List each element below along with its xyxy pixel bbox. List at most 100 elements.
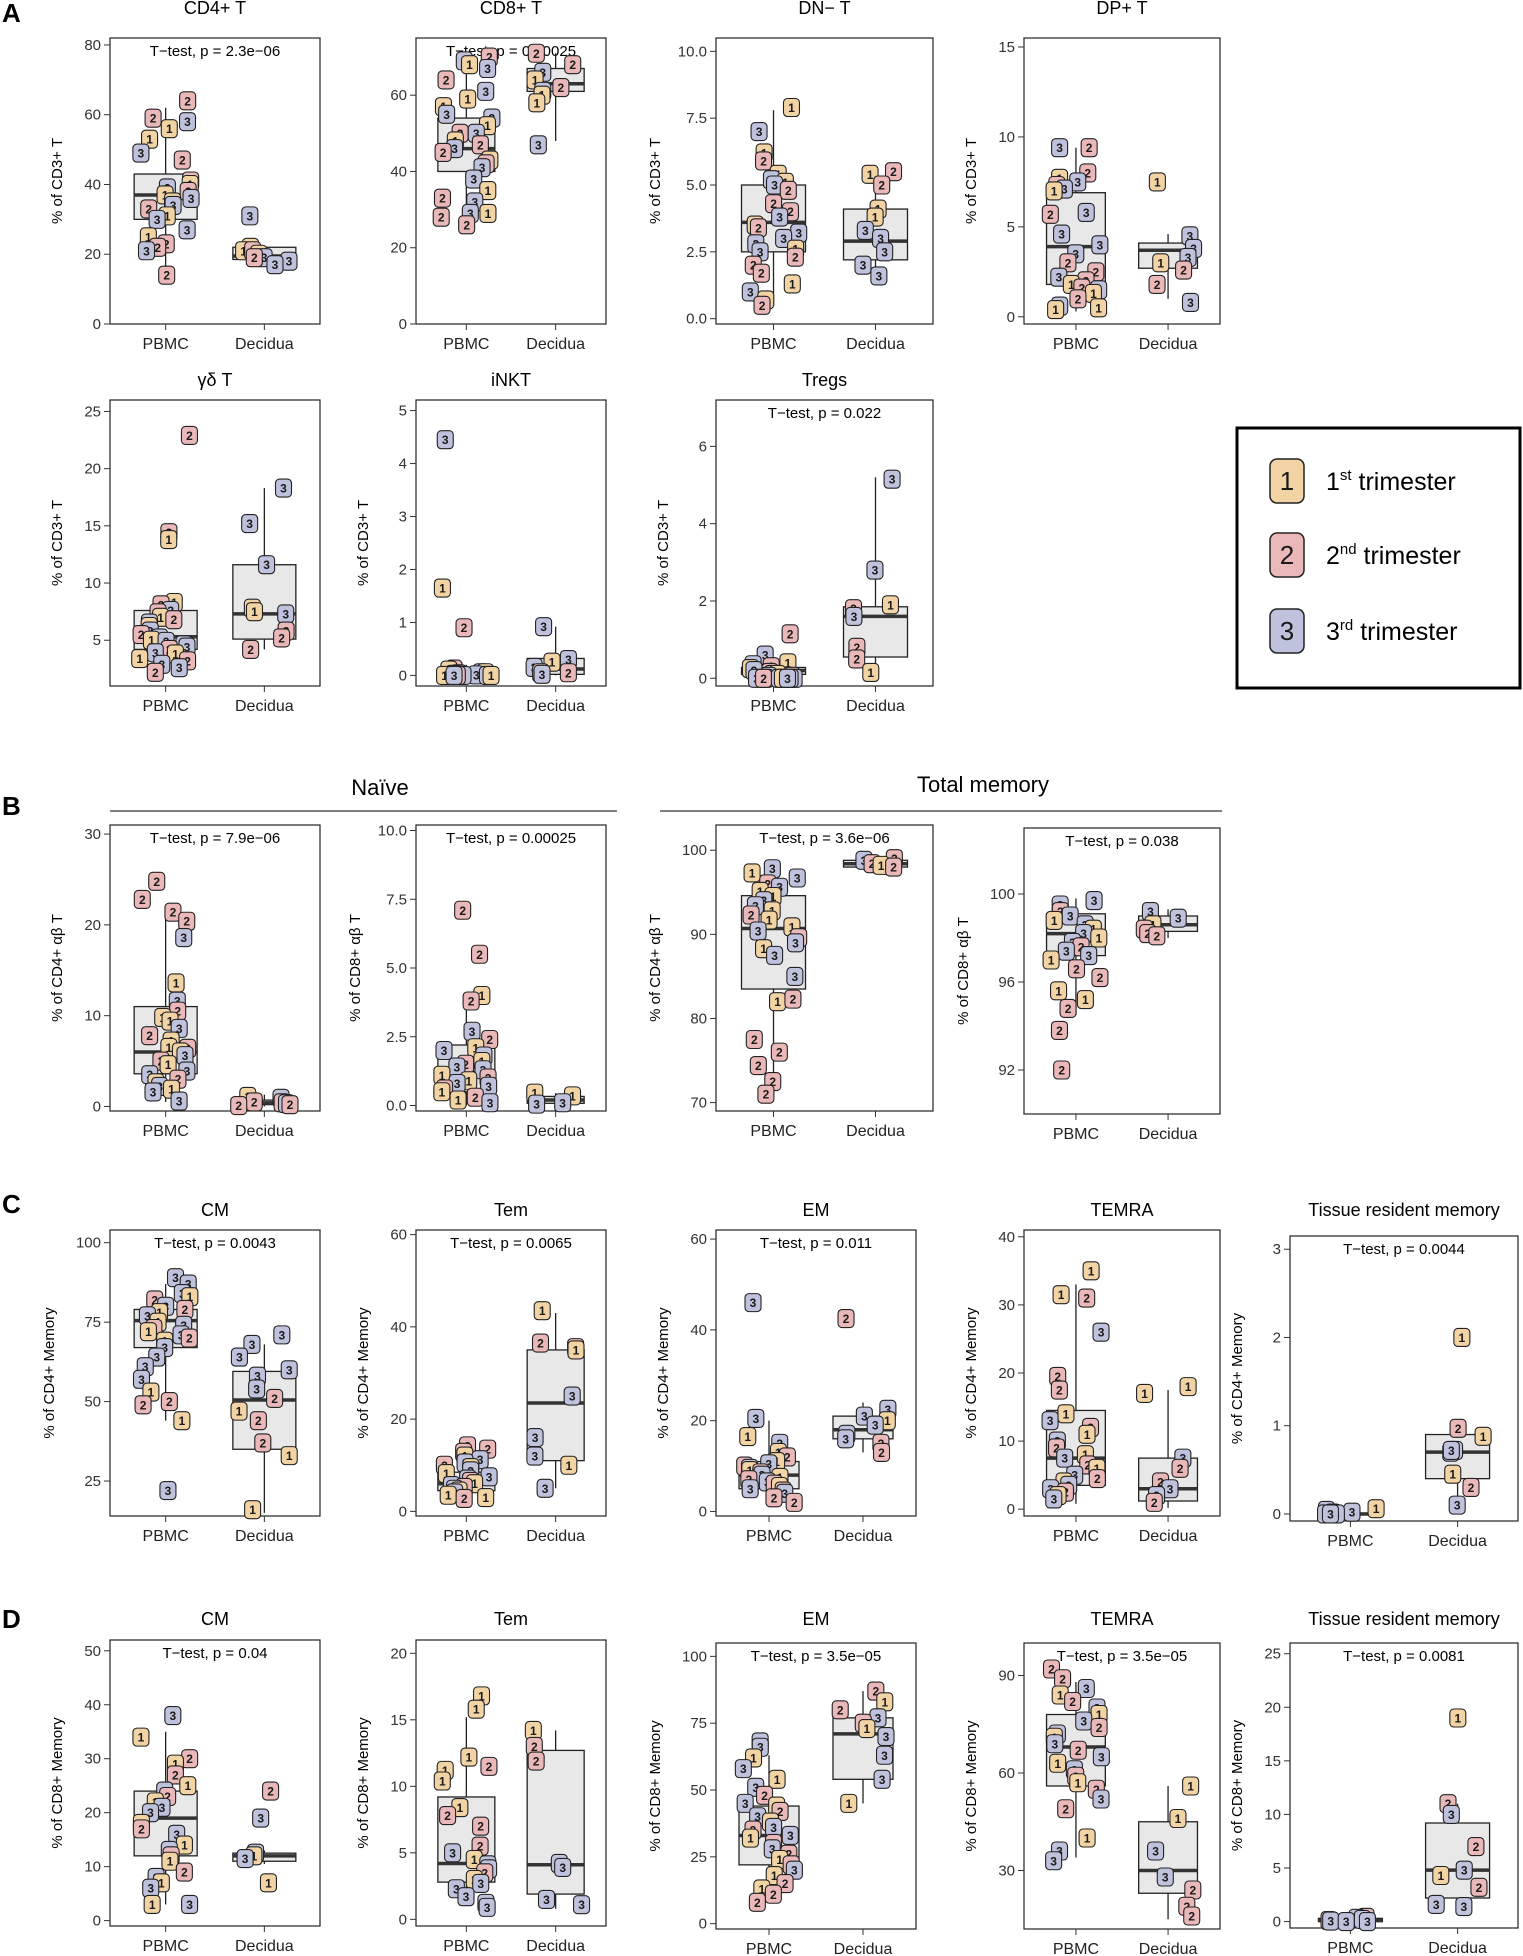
point-label: 3 bbox=[1080, 927, 1087, 941]
data-point: 1 bbox=[1152, 253, 1170, 273]
y-tick-label: 5.0 bbox=[386, 960, 407, 977]
point-label: 2 bbox=[186, 429, 193, 443]
point-label: 2 bbox=[1177, 1462, 1184, 1476]
point-label: 2 bbox=[477, 1820, 484, 1834]
y-axis-label: % of CD4+ Memory bbox=[355, 1307, 372, 1439]
y-tick-label: 90 bbox=[998, 1668, 1015, 1685]
memory-group-title: Total memory bbox=[917, 772, 1049, 797]
point-marker bbox=[876, 242, 894, 262]
point-label: 3 bbox=[142, 1360, 149, 1374]
point-label: 1 bbox=[530, 1724, 537, 1738]
point-label: 2 bbox=[1180, 264, 1187, 278]
point-marker bbox=[170, 658, 188, 678]
point-marker bbox=[262, 1781, 280, 1801]
point-marker bbox=[1152, 253, 1170, 273]
point-label: 1 bbox=[573, 1343, 580, 1357]
point-label: 3 bbox=[485, 1080, 492, 1094]
point-marker bbox=[1321, 1504, 1339, 1524]
point-label: 2 bbox=[1188, 1910, 1195, 1924]
point-label: 2 bbox=[1151, 1496, 1158, 1510]
point-label: 2 bbox=[1154, 929, 1161, 943]
point-label: 3 bbox=[1083, 206, 1090, 220]
data-point: 3 bbox=[535, 617, 553, 637]
point-marker bbox=[146, 662, 164, 682]
point-label: 3 bbox=[182, 1049, 189, 1063]
data-point: 3 bbox=[178, 112, 197, 132]
data-point: 1 bbox=[1045, 181, 1063, 201]
x-category-label: PBMC bbox=[143, 1123, 189, 1140]
data-point: 1 bbox=[1148, 172, 1166, 192]
point-label: 3 bbox=[787, 1829, 794, 1843]
y-tick-label: 3 bbox=[399, 509, 407, 526]
data-point: 2 bbox=[471, 135, 489, 155]
point-label: 2 bbox=[472, 1091, 479, 1105]
p-value-label: T−test, p = 7.9e−06 bbox=[150, 830, 281, 847]
point-marker bbox=[173, 150, 191, 170]
point-label: 1 bbox=[286, 1449, 293, 1463]
y-tick-label: 0 bbox=[399, 1911, 407, 1928]
point-marker bbox=[180, 425, 198, 446]
point-label: 3 bbox=[1091, 894, 1098, 908]
point-marker bbox=[445, 665, 463, 685]
point-label: 1 bbox=[164, 209, 171, 223]
point-marker bbox=[175, 1862, 193, 1882]
point-label: 3 bbox=[862, 224, 869, 238]
point-label: 1 bbox=[770, 890, 777, 904]
data-point: 1 bbox=[1474, 1426, 1492, 1446]
point-label: 2 bbox=[1144, 927, 1151, 941]
point-marker bbox=[858, 1718, 876, 1739]
data-point: 3 bbox=[873, 1769, 891, 1789]
y-tick-label: 4 bbox=[699, 516, 707, 533]
data-point: 3 bbox=[528, 1094, 546, 1114]
point-label: 3 bbox=[242, 1852, 249, 1866]
point-marker bbox=[768, 1769, 786, 1789]
point-marker bbox=[1045, 910, 1063, 930]
chart-b1: T−test, p = 7.9e−06 0 10 20 30 % of CD4+ αβ T… bbox=[49, 824, 321, 1140]
point-label: 1 bbox=[466, 58, 473, 72]
point-marker bbox=[281, 1095, 299, 1115]
point-marker bbox=[783, 274, 801, 294]
data-point: 3 bbox=[866, 1415, 884, 1435]
data-point: 3 bbox=[236, 1848, 254, 1869]
data-point: 2 bbox=[753, 295, 771, 315]
point-label: 1 bbox=[146, 133, 153, 147]
point-label: 3 bbox=[153, 1351, 160, 1365]
point-marker bbox=[734, 1759, 752, 1779]
x-category-label: Decidua bbox=[526, 1123, 585, 1140]
data-point: 3 bbox=[280, 1360, 298, 1380]
point-label: 1 bbox=[1480, 1430, 1487, 1444]
y-tick-label: 10.0 bbox=[378, 823, 407, 840]
point-marker bbox=[527, 1751, 545, 1771]
point-label: 3 bbox=[254, 1370, 261, 1384]
data-point: 3 bbox=[1056, 1448, 1074, 1468]
point-label: 2 bbox=[138, 628, 145, 642]
point-label: 3 bbox=[792, 936, 799, 950]
point-label: 3 bbox=[184, 641, 191, 655]
point-label: 2 bbox=[278, 631, 285, 645]
point-label: 3 bbox=[1085, 949, 1092, 963]
point-label: 1 bbox=[872, 211, 879, 225]
point-label: 3 bbox=[1187, 229, 1194, 243]
point-label: 2 bbox=[251, 251, 258, 265]
data-point: 3 bbox=[243, 1334, 261, 1354]
point-label: 3 bbox=[286, 1363, 293, 1377]
point-label: 1 bbox=[443, 1467, 450, 1481]
data-point: 3 bbox=[771, 207, 789, 227]
point-label: 2 bbox=[235, 1099, 242, 1113]
point-marker bbox=[778, 668, 797, 688]
p-value-label: T−test, p = 3.6e−06 bbox=[759, 830, 890, 847]
data-point: 2 bbox=[266, 1388, 284, 1408]
y-tick-label: 0 bbox=[699, 1503, 707, 1520]
point-label: 3 bbox=[765, 1457, 772, 1471]
point-marker bbox=[1337, 1912, 1355, 1932]
data-point: 2 bbox=[1145, 1492, 1163, 1512]
y-tick-label: 100 bbox=[76, 1235, 101, 1252]
point-label: 1 bbox=[165, 1058, 172, 1072]
data-point: 2 bbox=[180, 1328, 198, 1348]
point-label: 1 bbox=[251, 605, 258, 619]
data-point: 2 bbox=[176, 1299, 194, 1319]
point-label: 3 bbox=[1067, 910, 1074, 924]
point-marker bbox=[866, 560, 884, 580]
point-label: 1 bbox=[438, 1085, 445, 1099]
point-marker bbox=[137, 241, 156, 261]
